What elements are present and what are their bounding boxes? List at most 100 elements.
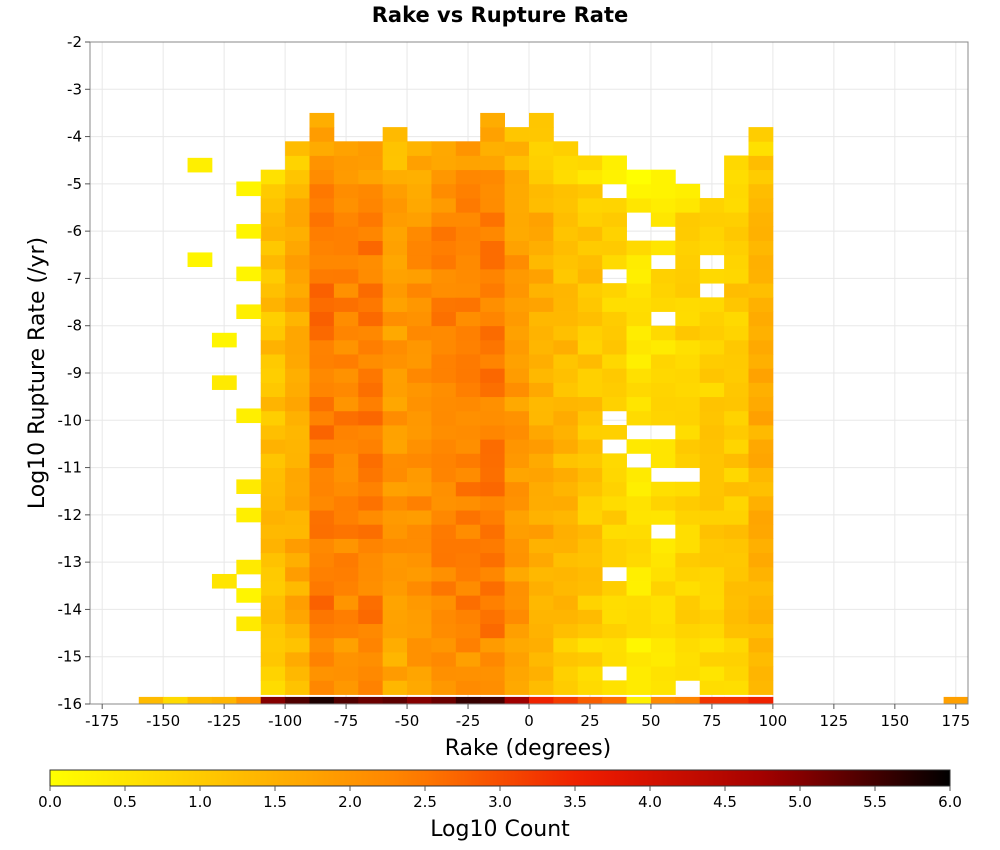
heatmap-cell bbox=[553, 666, 579, 681]
heatmap-cell bbox=[358, 566, 384, 582]
heatmap-cell bbox=[431, 311, 457, 327]
heatmap-cell bbox=[626, 382, 652, 398]
heatmap-cell bbox=[309, 680, 335, 695]
heatmap-cell bbox=[236, 559, 262, 575]
heatmap-cell bbox=[358, 524, 384, 539]
heatmap-cell bbox=[724, 651, 749, 667]
heatmap-cell bbox=[382, 481, 408, 497]
heatmap-cell bbox=[504, 212, 530, 227]
heatmap-cell bbox=[431, 183, 457, 199]
heatmap-cell bbox=[602, 623, 627, 639]
heatmap-cell bbox=[382, 524, 408, 539]
heatmap-cell bbox=[602, 325, 627, 341]
heatmap-cell bbox=[455, 467, 481, 483]
y-tick-label: -16 bbox=[58, 695, 83, 713]
heatmap-cell bbox=[650, 354, 676, 369]
heatmap-cell bbox=[602, 680, 627, 695]
y-axis-ticks: -2 -3 -4 -5 -6 -7 -8 -9 -10 -11 -12 -13 -14 -15 -16 bbox=[58, 33, 90, 713]
heatmap-cell bbox=[358, 595, 384, 610]
heatmap-cell bbox=[333, 212, 359, 227]
heatmap-cell bbox=[504, 510, 530, 525]
heatmap-cell-bottom bbox=[260, 696, 286, 704]
heatmap-cell bbox=[431, 410, 457, 426]
heatmap-cell bbox=[333, 552, 359, 568]
heatmap-cell bbox=[577, 637, 603, 653]
heatmap-cell bbox=[285, 453, 310, 468]
heatmap-cell bbox=[699, 311, 725, 327]
heatmap-cell bbox=[407, 325, 432, 341]
heatmap-cell bbox=[431, 226, 457, 241]
heatmap-cell bbox=[650, 240, 676, 256]
heatmap-cell bbox=[699, 566, 725, 582]
heatmap-cell bbox=[480, 212, 506, 227]
y-tick-label: -4 bbox=[67, 128, 82, 146]
x-tick-label: 25 bbox=[580, 712, 599, 730]
heatmap-cell bbox=[626, 311, 652, 327]
heatmap-cell bbox=[748, 183, 774, 199]
heatmap-cell bbox=[358, 680, 384, 695]
heatmap-cell bbox=[358, 439, 384, 454]
heatmap-cell-bottom bbox=[163, 696, 188, 704]
heatmap-cell bbox=[724, 666, 749, 681]
heatmap-cell bbox=[455, 283, 481, 298]
heatmap-cell bbox=[285, 226, 310, 241]
heatmap-cell bbox=[480, 297, 506, 312]
heatmap-cell bbox=[529, 169, 554, 185]
heatmap-cell bbox=[480, 254, 506, 270]
heatmap-cell bbox=[236, 224, 262, 239]
heatmap-cell bbox=[358, 155, 384, 171]
heatmap-cell bbox=[626, 169, 652, 185]
heatmap-cell bbox=[382, 368, 408, 383]
heatmap-cell bbox=[382, 425, 408, 440]
heatmap-cell bbox=[724, 382, 749, 398]
heatmap-cell bbox=[602, 311, 627, 327]
heatmap-cell bbox=[333, 481, 359, 497]
heatmap-cell bbox=[602, 382, 627, 398]
heatmap-cell bbox=[382, 141, 408, 156]
heatmap-cell bbox=[260, 538, 286, 554]
x-tick-label: -100 bbox=[268, 712, 302, 730]
heatmap-cell bbox=[431, 297, 457, 312]
heatmap-cell bbox=[626, 396, 652, 412]
heatmap-cell bbox=[748, 141, 774, 156]
heatmap-cell bbox=[650, 283, 676, 298]
heatmap-cell bbox=[577, 595, 603, 610]
heatmap-cell bbox=[431, 467, 457, 483]
heatmap-cell bbox=[529, 637, 554, 653]
heatmap-cell bbox=[382, 637, 408, 653]
heatmap-cell bbox=[675, 510, 701, 525]
heatmap-cell bbox=[724, 354, 749, 369]
y-tick-label: -13 bbox=[58, 553, 83, 571]
heatmap-cell bbox=[358, 623, 384, 639]
heatmap-cell bbox=[748, 651, 774, 667]
heatmap-cell bbox=[602, 339, 627, 355]
heatmap-cell bbox=[431, 141, 457, 156]
heatmap-cell bbox=[358, 637, 384, 653]
heatmap-cell bbox=[260, 240, 286, 256]
heatmap-cell bbox=[407, 524, 432, 539]
heatmap-cell bbox=[285, 524, 310, 539]
heatmap-cell bbox=[407, 495, 432, 511]
heatmap-cell bbox=[748, 198, 774, 213]
heatmap-cell bbox=[675, 581, 701, 596]
heatmap-cell bbox=[699, 396, 725, 412]
heatmap-cell bbox=[358, 552, 384, 568]
heatmap-cell bbox=[358, 453, 384, 468]
heatmap-cell bbox=[358, 169, 384, 185]
heatmap-cell bbox=[431, 637, 457, 653]
heatmap-cell bbox=[455, 538, 481, 554]
heatmap-cell bbox=[504, 354, 530, 369]
heatmap-cell bbox=[553, 538, 579, 554]
heatmap-cell bbox=[431, 268, 457, 284]
heatmap-cell bbox=[577, 226, 603, 241]
heatmap-cell bbox=[407, 240, 432, 256]
heatmap-cell bbox=[529, 552, 554, 568]
heatmap-cell bbox=[455, 169, 481, 185]
x-tick-label: 125 bbox=[820, 712, 849, 730]
heatmap-cell bbox=[748, 425, 774, 440]
heatmap-cell bbox=[333, 283, 359, 298]
y-tick-label: -14 bbox=[58, 600, 83, 618]
heatmap-cell bbox=[626, 240, 652, 256]
heatmap-cell bbox=[333, 297, 359, 312]
heatmap-cell bbox=[650, 382, 676, 398]
